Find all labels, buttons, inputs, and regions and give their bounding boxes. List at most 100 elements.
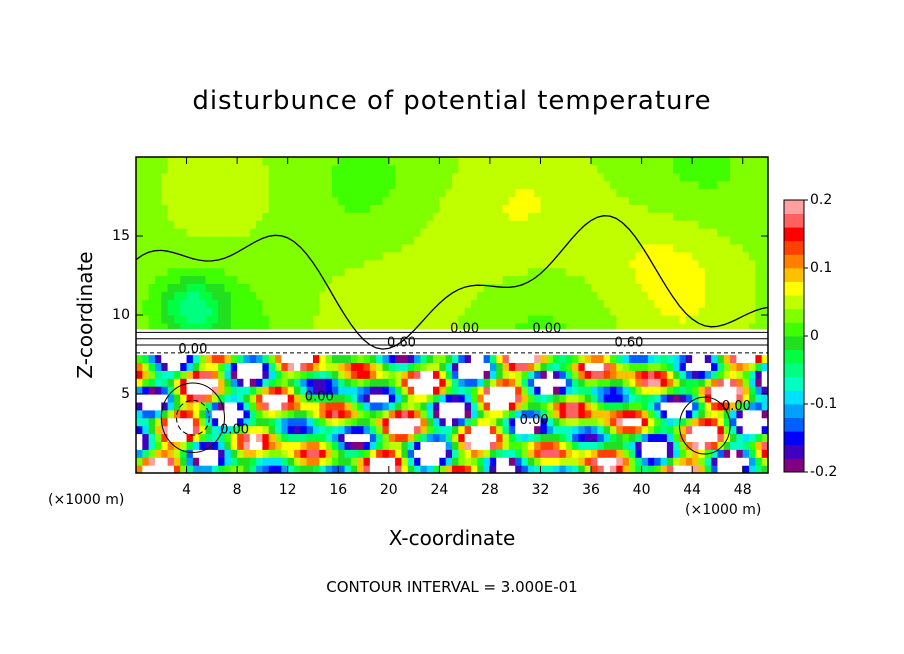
heatmap-cell <box>325 378 333 387</box>
heatmap-cell <box>553 394 561 403</box>
heatmap-cell <box>199 322 207 332</box>
heatmap-cell <box>508 465 516 473</box>
heatmap-cell <box>180 283 188 292</box>
heatmap-cell <box>477 354 485 363</box>
heatmap-cell <box>287 299 295 308</box>
heatmap-cell <box>325 362 333 371</box>
heatmap-cell <box>496 457 504 466</box>
heatmap-cell <box>679 394 687 403</box>
heatmap-cell <box>161 417 169 427</box>
heatmap-cell <box>673 417 681 427</box>
heatmap-cell <box>521 212 529 221</box>
heatmap-cell <box>369 180 377 190</box>
heatmap-cell <box>167 204 175 213</box>
heatmap-cell <box>382 441 390 450</box>
heatmap-cell <box>742 299 750 308</box>
heatmap-cell <box>268 164 276 174</box>
heatmap-cell <box>515 322 523 332</box>
heatmap-cell <box>376 465 384 473</box>
heatmap-cell <box>502 307 510 316</box>
heatmap-cell <box>420 465 428 473</box>
heatmap-cell <box>673 164 681 174</box>
heatmap-cell <box>319 441 327 450</box>
heatmap-cell <box>287 417 295 427</box>
heatmap-cell <box>578 299 586 308</box>
heatmap-cell <box>224 236 232 245</box>
heatmap-cell <box>439 433 447 442</box>
heatmap-cell <box>704 322 712 332</box>
heatmap-cell <box>237 354 245 363</box>
heatmap-cell <box>742 164 750 174</box>
heatmap-cell <box>256 299 263 308</box>
heatmap-cell <box>572 465 579 473</box>
heatmap-cell <box>698 370 706 379</box>
heatmap-cell <box>414 212 421 221</box>
heatmap-cell <box>230 228 238 237</box>
heatmap-cell <box>736 164 744 174</box>
heatmap-cell <box>717 251 725 261</box>
heatmap-cell <box>559 409 567 419</box>
heatmap-cell <box>154 220 162 229</box>
heatmap-cell <box>742 465 750 473</box>
heatmap-cell <box>275 354 282 363</box>
heatmap-cell <box>610 299 617 308</box>
heatmap-cell <box>439 457 447 466</box>
heatmap-cell <box>142 204 150 213</box>
heatmap-cell <box>388 315 396 324</box>
heatmap-cell <box>369 441 377 450</box>
heatmap-cell <box>211 457 219 466</box>
heatmap-cell <box>704 251 712 261</box>
heatmap-cell <box>654 433 662 442</box>
heatmap-cell <box>502 212 510 221</box>
heatmap-cell <box>711 370 719 379</box>
heatmap-cell <box>319 322 327 332</box>
heatmap-cell <box>136 307 143 316</box>
heatmap-cell <box>420 251 428 261</box>
heatmap-cell <box>205 196 213 205</box>
heatmap-cell <box>167 307 175 316</box>
heatmap-cell <box>464 441 472 450</box>
heatmap-cell <box>262 401 270 411</box>
heatmap-cell <box>230 251 238 261</box>
heatmap-cell <box>218 354 226 363</box>
heatmap-cell <box>660 212 668 221</box>
heatmap-cell <box>186 299 194 308</box>
heatmap-cell <box>477 283 485 292</box>
heatmap-cell <box>243 362 251 371</box>
heatmap-cell <box>578 236 586 245</box>
heatmap-cell <box>344 457 352 466</box>
heatmap-cell <box>553 354 561 363</box>
heatmap-cell <box>730 307 737 316</box>
heatmap-cell <box>173 322 181 332</box>
heatmap-cell <box>546 449 554 458</box>
heatmap-cell <box>256 243 263 253</box>
heatmap-cell <box>161 465 169 473</box>
heatmap-cell <box>641 204 649 213</box>
heatmap-cell <box>717 212 725 221</box>
heatmap-cell <box>376 417 384 427</box>
heatmap-cell <box>180 417 188 427</box>
heatmap-cell <box>331 394 339 403</box>
heatmap-cell <box>306 251 314 261</box>
heatmap-cell <box>331 157 339 166</box>
heatmap-cell <box>616 409 624 419</box>
heatmap-cell <box>730 180 737 190</box>
heatmap-cell <box>483 433 491 442</box>
heatmap-cell <box>268 433 276 442</box>
heatmap-cell <box>736 236 744 245</box>
heatmap-cell <box>388 307 396 316</box>
heatmap-cell <box>692 228 700 237</box>
heatmap-cell <box>243 425 251 435</box>
heatmap-cell <box>742 315 750 324</box>
heatmap-cell <box>761 386 768 395</box>
heatmap-cell <box>224 433 232 442</box>
heatmap-cell <box>388 299 396 308</box>
heatmap-cell <box>136 188 143 198</box>
heatmap-cell <box>622 394 630 403</box>
heatmap-cell <box>439 243 447 253</box>
heatmap-cell <box>483 157 491 166</box>
heatmap-cell <box>161 259 169 269</box>
heatmap-cell <box>553 172 561 182</box>
heatmap-cell <box>679 259 687 269</box>
heatmap-cell <box>572 362 579 371</box>
